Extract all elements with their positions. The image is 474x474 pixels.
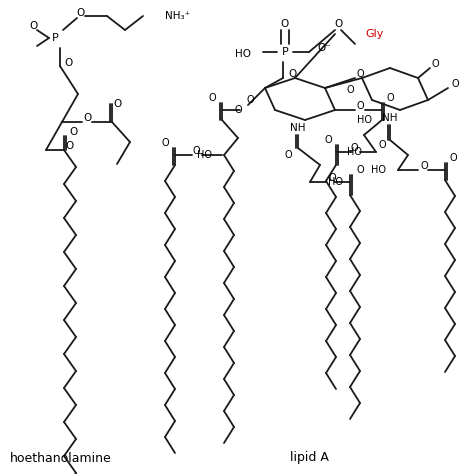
Text: O: O [84,113,92,123]
Text: O: O [350,143,358,153]
Text: O: O [281,19,289,29]
Text: O: O [386,93,394,103]
Text: O: O [65,58,73,68]
Text: O: O [114,99,122,109]
Text: lipid A: lipid A [290,452,329,465]
Text: O: O [246,95,254,105]
Text: O: O [356,101,364,111]
Text: O: O [208,93,216,103]
Text: O: O [324,135,332,145]
Text: NH: NH [290,123,306,133]
Text: HO: HO [197,150,212,160]
Text: hoethanolamine: hoethanolamine [10,452,112,465]
Text: O: O [70,127,78,137]
Text: HO: HO [371,165,386,175]
Text: O: O [192,146,200,156]
Text: O: O [449,153,457,163]
Text: O: O [431,59,439,69]
Text: O: O [356,165,364,175]
Text: P: P [282,47,288,57]
Text: O: O [234,105,242,115]
Text: HO: HO [328,177,343,187]
Text: O⁻: O⁻ [317,43,331,53]
Text: O: O [77,8,85,18]
Text: HO: HO [347,147,362,157]
Text: O: O [356,69,364,79]
Text: O: O [161,138,169,148]
Text: NH₃⁺: NH₃⁺ [165,11,190,21]
Text: HO: HO [357,115,372,125]
Text: O: O [66,141,74,151]
Text: O: O [29,21,37,31]
Text: NH: NH [382,113,398,123]
Text: O: O [289,69,297,79]
Text: O: O [284,150,292,160]
Text: Gly: Gly [365,29,383,39]
Text: O: O [335,19,343,29]
Text: O: O [378,140,386,150]
Text: O: O [420,161,428,171]
Text: HO: HO [235,49,251,59]
Text: O: O [346,85,354,95]
Text: O: O [451,79,459,89]
Text: P: P [52,33,58,43]
Text: O: O [328,173,336,183]
